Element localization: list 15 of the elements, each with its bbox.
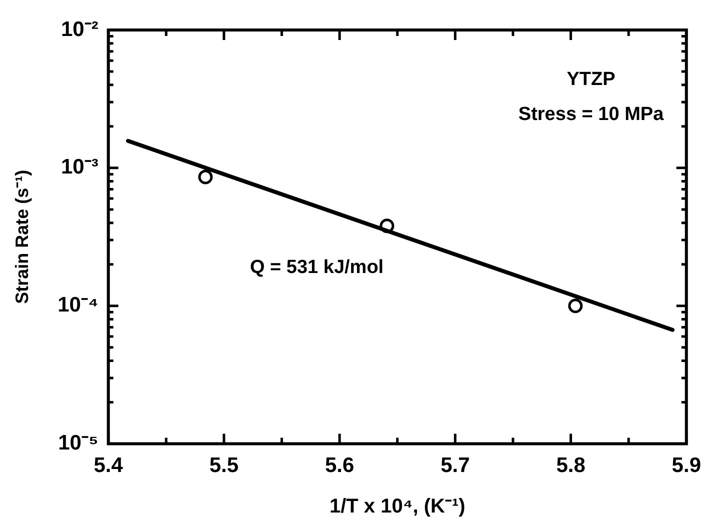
y-tick-label: 10⁻³ [60,156,98,179]
y-axis-title: Strain Rate (s⁻¹) [12,170,32,304]
y-tick-label: 10⁻⁴ [58,294,98,317]
y-tick-label: 10⁻² [60,18,98,41]
x-axis-title: 1/T x 10⁴, (K⁻¹) [329,496,466,518]
y-tick-label: 10⁻⁵ [58,432,98,455]
x-tick-label: 5.9 [672,454,702,478]
annotation: Q = 531 kJ/mol [250,257,384,278]
x-tick-label: 5.4 [94,454,124,478]
x-tick-label: 5.5 [209,454,239,478]
x-tick-label: 5.7 [440,454,470,478]
annotation: YTZP [566,68,616,90]
x-tick-label: 5.6 [324,454,354,478]
x-tick-label: 5.8 [556,454,586,478]
annotation: Stress = 10 MPa [518,104,664,126]
